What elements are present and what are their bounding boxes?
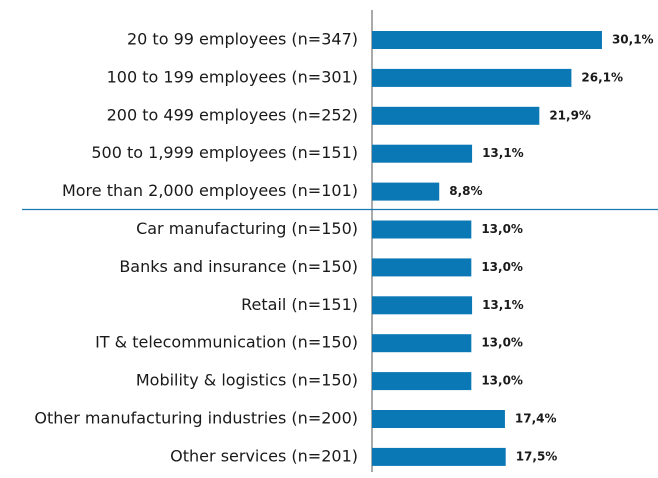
bar <box>372 182 440 201</box>
value-label: 21,9% <box>549 108 591 122</box>
value-label: 13,1% <box>482 298 524 312</box>
bar <box>372 334 472 353</box>
value-label: 13,0% <box>481 260 523 274</box>
bar <box>372 372 472 391</box>
value-label: 26,1% <box>581 70 623 84</box>
bar <box>372 31 602 49</box>
value-label: 13,0% <box>481 336 523 350</box>
category-label: Retail (n=151) <box>241 295 358 314</box>
bar <box>372 410 505 428</box>
value-label: 13,0% <box>481 374 523 388</box>
bar <box>372 296 473 315</box>
bar <box>372 106 540 125</box>
category-label: Mobility & logistics (n=150) <box>136 371 358 390</box>
value-label: 13,0% <box>481 222 523 236</box>
bar <box>372 220 472 239</box>
bar <box>372 258 472 277</box>
bar <box>372 68 572 87</box>
value-label: 8,8% <box>449 184 482 198</box>
category-label: 20 to 99 employees (n=347) <box>127 30 358 49</box>
value-label: 17,4% <box>515 412 557 426</box>
category-label: 500 to 1,999 employees (n=151) <box>91 143 358 162</box>
value-label: 30,1% <box>612 33 654 47</box>
category-label: Other services (n=201) <box>170 446 358 465</box>
value-label: 13,1% <box>482 146 524 160</box>
category-label: Car manufacturing (n=150) <box>136 219 358 238</box>
category-label: 100 to 199 employees (n=301) <box>107 67 358 86</box>
bar <box>372 144 473 163</box>
value-label: 17,5% <box>516 449 558 463</box>
category-label: Other manufacturing industries (n=200) <box>34 409 358 428</box>
category-label: IT & telecommunication (n=150) <box>95 333 358 352</box>
category-label: 200 to 499 employees (n=252) <box>107 105 358 124</box>
category-label: Banks and insurance (n=150) <box>119 257 358 276</box>
category-label: More than 2,000 employees (n=101) <box>62 181 358 200</box>
bar <box>372 447 506 466</box>
